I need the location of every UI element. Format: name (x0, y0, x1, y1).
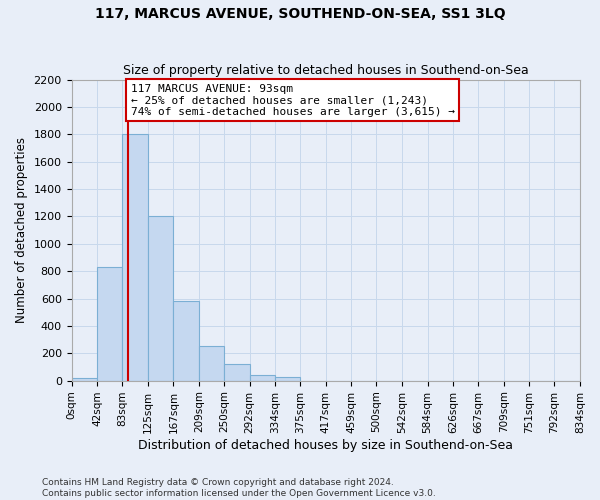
Text: 117, MARCUS AVENUE, SOUTHEND-ON-SEA, SS1 3LQ: 117, MARCUS AVENUE, SOUTHEND-ON-SEA, SS1… (95, 8, 505, 22)
Bar (275, 376, 300, 380)
Bar (224, 364, 250, 380)
Y-axis label: Number of detached properties: Number of detached properties (15, 137, 28, 323)
Bar (148, 216, 173, 380)
X-axis label: Distribution of detached houses by size in Southend-on-Sea: Distribution of detached houses by size … (138, 440, 513, 452)
Bar (250, 374, 275, 380)
Text: Contains HM Land Registry data © Crown copyright and database right 2024.
Contai: Contains HM Land Registry data © Crown c… (42, 478, 436, 498)
Text: 117 MARCUS AVENUE: 93sqm
← 25% of detached houses are smaller (1,243)
74% of sem: 117 MARCUS AVENUE: 93sqm ← 25% of detach… (131, 84, 455, 117)
Bar (122, 134, 148, 380)
Bar (173, 302, 199, 380)
Bar (199, 346, 224, 380)
Bar (71, 378, 97, 380)
Title: Size of property relative to detached houses in Southend-on-Sea: Size of property relative to detached ho… (123, 64, 529, 77)
Bar (97, 267, 122, 380)
